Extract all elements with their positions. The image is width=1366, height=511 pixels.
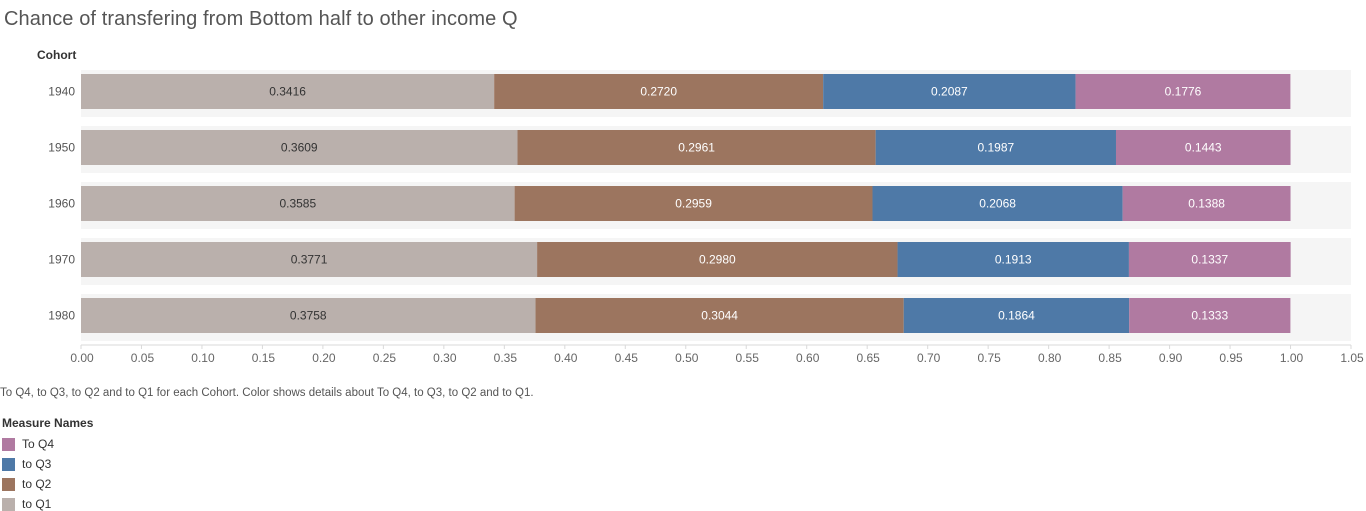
- category-label: 1950: [48, 141, 75, 155]
- bar-segment[interactable]: [81, 186, 515, 221]
- bar-segment[interactable]: [823, 74, 1076, 109]
- bar-segment[interactable]: [514, 186, 873, 221]
- bar-segment[interactable]: [872, 186, 1123, 221]
- legend-label: To Q4: [22, 437, 55, 451]
- category-label: 1960: [48, 197, 75, 211]
- bar-segment[interactable]: [1115, 130, 1291, 165]
- legend-item-q3[interactable]: to Q3: [2, 454, 93, 474]
- legend-swatch: [2, 497, 15, 511]
- data-label: 0.1776: [1165, 85, 1202, 99]
- data-label: 0.3609: [281, 141, 318, 155]
- x-tick-label: 0.45: [615, 351, 639, 365]
- bar-segment[interactable]: [81, 242, 538, 277]
- chart-title: Chance of transfering from Bottom half t…: [4, 8, 518, 30]
- data-label: 0.1443: [1185, 141, 1222, 155]
- chart-caption: To Q4, to Q3, to Q2 and to Q1 for each C…: [0, 387, 534, 399]
- x-tick-label: 0.15: [252, 351, 276, 365]
- row-header: Cohort: [37, 48, 76, 62]
- data-label: 0.2068: [979, 197, 1016, 211]
- data-label: 0.2720: [640, 85, 677, 99]
- x-tick-label: 0.85: [1098, 351, 1122, 365]
- category-label: 1940: [48, 85, 75, 99]
- data-label: 0.2961: [678, 141, 715, 155]
- data-label: 0.1913: [995, 253, 1032, 267]
- bar-segment[interactable]: [875, 130, 1116, 165]
- bar-segment[interactable]: [1075, 74, 1291, 109]
- data-label: 0.1864: [998, 309, 1035, 323]
- x-tick-label: 1.00: [1280, 351, 1304, 365]
- bar-segment[interactable]: [903, 298, 1130, 333]
- x-tick-label: 0.50: [675, 351, 699, 365]
- legend-label: to Q2: [22, 477, 52, 491]
- legend-item-q2[interactable]: to Q2: [2, 474, 93, 494]
- bar-segment[interactable]: [1128, 242, 1291, 277]
- x-tick-label: 0.30: [433, 351, 457, 365]
- data-label: 0.2087: [931, 85, 968, 99]
- bar-segment[interactable]: [494, 74, 824, 109]
- x-tick-label: 0.20: [312, 351, 336, 365]
- bar-segment[interactable]: [897, 242, 1129, 277]
- legend-label: to Q1: [22, 497, 52, 511]
- x-tick-label: 0.90: [1159, 351, 1183, 365]
- stacked-bar-chart: Cohort 1940 1950 1960 1970 1980 0.3416 0.2720 0.…: [37, 48, 1364, 365]
- category-label: 1980: [48, 309, 75, 323]
- x-tick-label: 0.10: [191, 351, 215, 365]
- legend-item-q4[interactable]: To Q4: [2, 434, 93, 454]
- data-label: 0.3044: [701, 309, 738, 323]
- x-tick-label: 0.60: [796, 351, 820, 365]
- x-tick-label: 0.25: [373, 351, 397, 365]
- legend-swatch: [2, 477, 15, 491]
- x-tick-label: 0.65: [857, 351, 881, 365]
- x-tick-label: 1.05: [1340, 351, 1364, 365]
- legend-label: to Q3: [22, 457, 52, 471]
- x-tick-label: 0.70: [917, 351, 941, 365]
- data-label: 0.1987: [977, 141, 1014, 155]
- data-label: 0.1388: [1188, 197, 1225, 211]
- legend-swatch: [2, 457, 15, 471]
- category-label: 1970: [48, 253, 75, 267]
- x-tick-label: 0.95: [1219, 351, 1243, 365]
- legend-swatch: [2, 437, 15, 451]
- bar-segment[interactable]: [81, 298, 536, 333]
- x-tick-label: 0.05: [131, 351, 155, 365]
- data-label: 0.3771: [291, 253, 328, 267]
- bar-segment[interactable]: [81, 130, 518, 165]
- data-label: 0.2980: [699, 253, 736, 267]
- bar-segment[interactable]: [537, 242, 898, 277]
- x-tick-label: 0.40: [554, 351, 578, 365]
- data-label: 0.1333: [1191, 309, 1228, 323]
- data-label: 0.1337: [1191, 253, 1228, 267]
- bar-segment[interactable]: [517, 130, 876, 165]
- bar-segment[interactable]: [1122, 186, 1291, 221]
- x-tick-label: 0.75: [977, 351, 1001, 365]
- bar-segment[interactable]: [81, 74, 495, 109]
- data-label: 0.3585: [279, 197, 316, 211]
- bar-segment[interactable]: [1129, 298, 1291, 333]
- legend-title: Measure Names: [2, 416, 94, 430]
- data-label: 0.3758: [290, 309, 327, 323]
- data-label: 0.2959: [675, 197, 712, 211]
- x-tick-label: 0.80: [1038, 351, 1062, 365]
- bar-segment[interactable]: [535, 298, 904, 333]
- x-tick-label: 0.00: [70, 351, 94, 365]
- data-label: 0.3416: [269, 85, 306, 99]
- x-tick-label: 0.55: [736, 351, 760, 365]
- legend-item-q1[interactable]: to Q1: [2, 494, 93, 511]
- x-tick-label: 0.35: [494, 351, 518, 365]
- legend: Measure Names To Q4 to Q3 to Q2 to Q1: [2, 416, 93, 511]
